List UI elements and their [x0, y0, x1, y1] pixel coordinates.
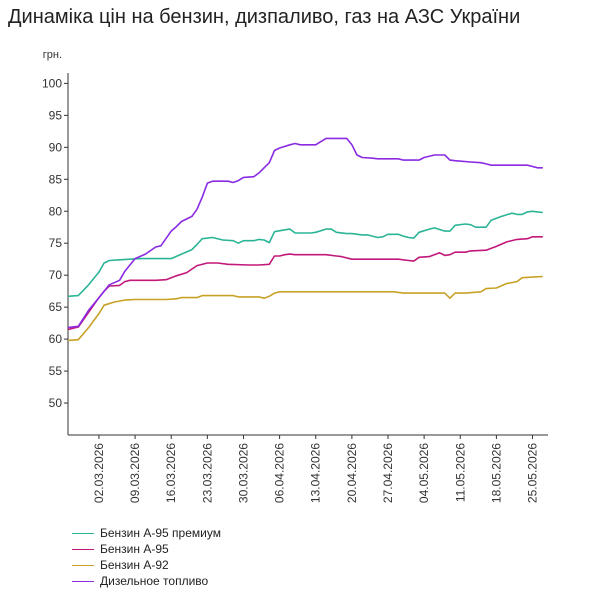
series-line-1 [67, 210, 543, 298]
y-tick-label: 65 [49, 300, 63, 314]
y-tick-label: 85 [49, 172, 63, 186]
legend-swatch [72, 548, 94, 550]
x-tick-label: 02.03.2026 [92, 443, 106, 503]
x-tick-label: 13.04.2026 [309, 443, 323, 503]
series-line-2 [67, 236, 543, 331]
series-line-3 [67, 275, 543, 342]
x-tick-label: 04.05.2026 [417, 443, 431, 503]
x-tick-label: 23.03.2026 [200, 443, 214, 503]
x-tick-label: 25.05.2026 [526, 443, 540, 503]
x-tick-label: 11.05.2026 [453, 443, 467, 502]
legend-item-2: Бензин А-95 [72, 541, 221, 557]
legend-item-3: Бензин А-92 [72, 557, 221, 573]
y-axis-label: грн. [43, 49, 62, 61]
legend-item-1: Бензин А-95 премиум [72, 525, 221, 541]
legend-label: Дизельное топливо [100, 574, 209, 588]
x-tick-label: 09.03.2026 [128, 443, 142, 503]
x-tick-label: 16.03.2026 [164, 443, 178, 503]
legend-swatch [72, 564, 94, 566]
x-tick-label: 27.04.2026 [381, 443, 395, 503]
series-line-4 [67, 137, 543, 329]
legend: Бензин А-95 премиум Бензин А-95 Бензин А-9… [72, 525, 221, 589]
chart-title: Динаміка цін на бензин, дизпаливо, газ н… [8, 6, 521, 28]
y-tick-label: 55 [49, 364, 63, 378]
x-tick-label: 18.05.2026 [489, 443, 503, 503]
y-tick-label: 70 [49, 268, 63, 282]
legend-item-4: Дизельное топливо [72, 573, 221, 589]
y-tick-label: 100 [42, 76, 62, 90]
y-tick-label: 50 [49, 396, 63, 410]
x-tick-label: 20.04.2026 [345, 443, 359, 503]
y-tick-label: 80 [49, 204, 63, 218]
x-tick-label: 06.04.2026 [273, 443, 287, 503]
y-tick-label: 95 [49, 108, 63, 122]
legend-swatch [72, 580, 94, 582]
x-tick-label: 30.03.2026 [236, 443, 250, 503]
series-lines [67, 137, 543, 342]
legend-label: Бензин А-95 [100, 542, 169, 556]
y-tick-label: 75 [49, 236, 63, 250]
axes: грн. 50 55 60 65 70 75 80 85 90 95 100 02.03.2026 09.… [42, 49, 548, 503]
y-tick-label: 60 [49, 332, 63, 346]
y-tick-label: 90 [49, 140, 63, 154]
legend-swatch [72, 532, 94, 534]
legend-label: Бензин А-92 [100, 558, 169, 572]
legend-label: Бензин А-95 премиум [100, 526, 221, 540]
